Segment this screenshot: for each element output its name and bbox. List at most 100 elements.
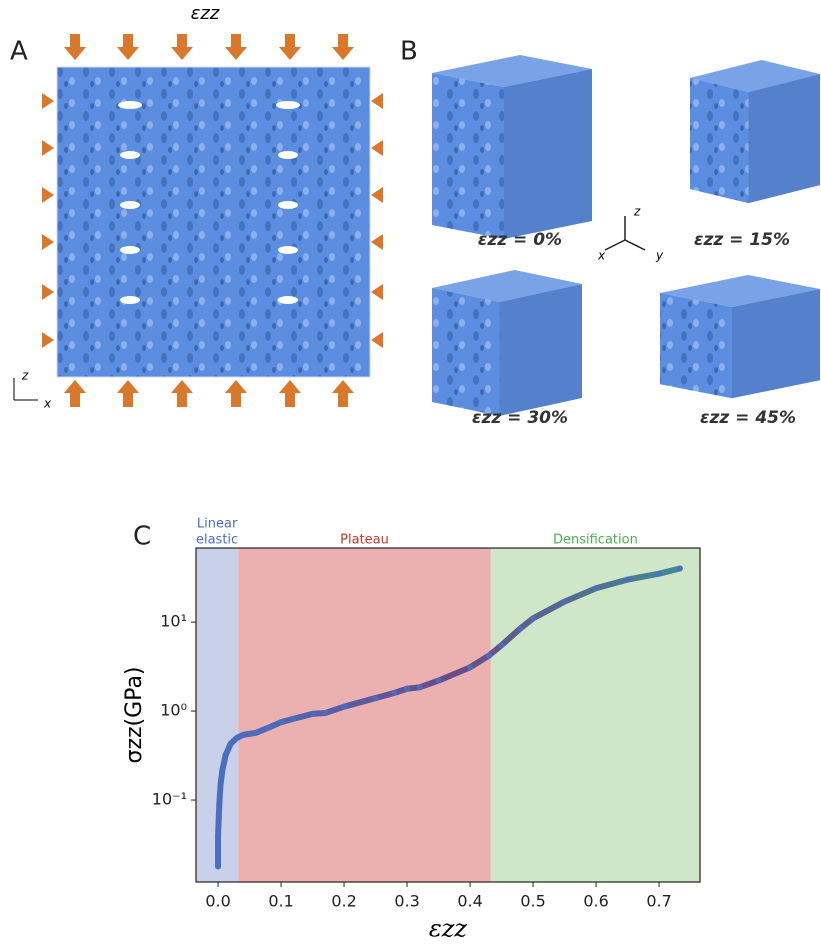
data-point xyxy=(291,716,297,722)
y-tick-label: 10⁻¹ xyxy=(152,790,187,809)
side-constraint xyxy=(371,234,383,250)
region-label: Plateau xyxy=(340,533,389,548)
load-arrow xyxy=(332,380,354,407)
load-arrow xyxy=(332,34,354,60)
cube-right xyxy=(732,289,820,398)
axis-label: z xyxy=(633,205,641,219)
page: {"panels": { "A": {"label": "A", "load_l… xyxy=(0,0,821,947)
axis-label: x xyxy=(597,249,606,263)
cube-right xyxy=(500,284,583,416)
x-tick-label: 0.5 xyxy=(520,892,545,911)
x-tick-label: 0.2 xyxy=(331,892,356,911)
data-point xyxy=(562,599,568,605)
data-point xyxy=(436,678,442,684)
data-point xyxy=(240,732,246,738)
side-constraint xyxy=(42,332,54,348)
cube-label: εzz = 0% xyxy=(478,230,562,250)
data-point xyxy=(404,686,410,692)
side-constraint xyxy=(42,93,54,109)
data-point xyxy=(391,690,397,696)
cube-right xyxy=(504,69,592,239)
side-constraint xyxy=(42,140,54,156)
structure-image xyxy=(57,67,370,377)
panel-label: A xyxy=(10,37,28,67)
cube-label: εzz = 30% xyxy=(472,408,568,428)
data-point xyxy=(253,730,259,736)
axis-triad xyxy=(605,216,645,250)
load-label: εzz xyxy=(191,3,220,24)
data-point xyxy=(228,741,234,747)
data-point xyxy=(341,704,347,710)
load-arrow xyxy=(279,34,301,60)
x-tick-label: 0.4 xyxy=(457,892,482,911)
side-constraint xyxy=(371,284,383,300)
data-point xyxy=(265,725,271,731)
data-point xyxy=(234,735,240,741)
data-point xyxy=(593,585,599,591)
y-tick-label: 10¹ xyxy=(160,612,187,631)
region xyxy=(238,548,491,882)
data-point xyxy=(417,684,423,690)
data-point xyxy=(216,801,222,807)
data-point xyxy=(486,653,492,659)
load-arrow xyxy=(64,34,86,60)
load-arrow xyxy=(117,380,139,407)
axis-label: x xyxy=(43,397,52,411)
axis-label: z xyxy=(21,369,29,383)
figure: A εzz z x B z x y C εzz = 0% εzz = 15% εzz… xyxy=(0,0,821,947)
load-arrow xyxy=(64,380,86,407)
cube-left xyxy=(432,73,504,239)
region xyxy=(491,548,700,882)
cube-label: εzz = 45% xyxy=(700,408,796,428)
x-tick-label: 0.3 xyxy=(394,892,419,911)
data-point xyxy=(215,863,221,869)
data-point xyxy=(677,566,683,572)
load-arrow xyxy=(171,34,193,60)
y-tick-label: 10⁰ xyxy=(160,701,187,720)
region-label: Linear xyxy=(197,517,238,532)
data-point xyxy=(219,767,225,773)
side-constraint xyxy=(42,234,54,250)
load-arrow xyxy=(225,380,247,407)
x-tick-label: 0.0 xyxy=(205,892,230,911)
cube-left xyxy=(690,78,749,203)
data-point xyxy=(310,711,316,717)
data-point xyxy=(223,752,229,758)
side-constraint xyxy=(371,332,383,348)
y-axis-label: σzz(GPa) xyxy=(122,666,147,763)
x-tick-label: 0.1 xyxy=(268,892,293,911)
data-point xyxy=(278,719,284,725)
panel-a: A εzz z x xyxy=(10,3,370,411)
region-label: Densification xyxy=(553,533,638,548)
x-tick-label: 0.6 xyxy=(583,892,608,911)
side-constraint xyxy=(42,284,54,300)
data-point xyxy=(467,664,473,670)
region-label: elastic xyxy=(196,533,238,548)
cube-right xyxy=(749,74,821,203)
load-arrow xyxy=(279,380,301,407)
panel-label: C xyxy=(133,522,151,552)
data-point xyxy=(216,817,222,823)
cube-label: εzz = 15% xyxy=(694,230,790,250)
data-point xyxy=(373,695,379,701)
data-point xyxy=(656,571,662,577)
data-point xyxy=(322,710,328,716)
data-point xyxy=(517,625,523,631)
axis-label: y xyxy=(655,249,664,263)
load-arrow xyxy=(225,34,247,60)
data-point xyxy=(218,781,224,787)
data-point xyxy=(215,832,221,838)
load-arrow xyxy=(117,34,139,60)
side-constraint xyxy=(371,187,383,203)
cube-left xyxy=(432,288,500,416)
panel-label: B xyxy=(400,37,418,67)
load-arrow xyxy=(171,380,193,407)
x-axis-label: εzz xyxy=(429,915,468,943)
data-point xyxy=(625,577,631,583)
cube-left xyxy=(660,293,732,398)
data-point xyxy=(530,615,536,621)
data-point xyxy=(499,642,505,648)
side-constraint xyxy=(371,93,383,109)
side-constraint xyxy=(371,140,383,156)
side-constraint xyxy=(42,187,54,203)
